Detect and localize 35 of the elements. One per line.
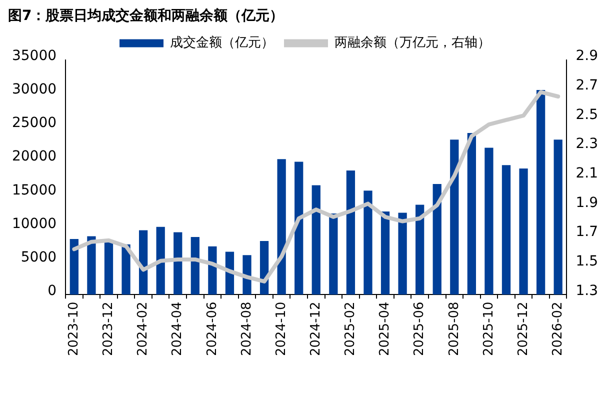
x-tick-label: 2024-02 — [136, 302, 151, 356]
legend-label: 两融余额（万亿元，右轴） — [334, 36, 490, 51]
x-tick-label: 2023-10 — [66, 302, 82, 356]
x-tick-label: 2025-12 — [516, 302, 531, 356]
y2-tick-label: 2.9 — [576, 48, 598, 64]
y-tick-label: 35000 — [12, 48, 57, 64]
x-tick-label: 2024-06 — [204, 302, 220, 356]
y-tick-label: 0 — [48, 282, 57, 299]
y2-tick-label: 2.1 — [576, 165, 598, 182]
x-tick-label: 2024-04 — [170, 302, 186, 356]
y-tick-label: 30000 — [12, 82, 57, 98]
x-tick-label: 2024-10 — [274, 302, 289, 356]
y2-tick-label: 2.5 — [576, 106, 598, 123]
x-tick-label: 2023-12 — [101, 302, 116, 356]
chart-title: 图7：股票日均成交金额和两融余额（亿元） — [8, 7, 284, 24]
x-tick-label: 2025-10 — [481, 302, 496, 356]
x-tick-label: 2025-04 — [378, 302, 393, 356]
y2-tick-label: 2.7 — [576, 77, 598, 94]
y-tick-label: 10000 — [12, 216, 57, 232]
legend-label: 成交金额（亿元） — [170, 34, 274, 51]
y-tick-label: 5000 — [20, 249, 57, 266]
x-tick-label: 2025-02 — [343, 302, 358, 356]
x-tick-label: 2025-06 — [412, 302, 428, 356]
y2-tick-label: 1.7 — [576, 224, 598, 240]
y-tick-label: 15000 — [12, 182, 57, 198]
y2-tick-label: 1.3 — [576, 282, 598, 299]
x-tick-label: 2024-08 — [239, 302, 254, 356]
y2-tick-label: 1.9 — [576, 194, 598, 211]
x-tick-label: 2024-12 — [308, 302, 324, 356]
y-tick-label: 25000 — [12, 115, 57, 132]
x-tick-label: 2026-02 — [550, 302, 566, 356]
y2-tick-label: 1.5 — [576, 254, 598, 270]
x-tick-label: 2025-08 — [446, 302, 462, 356]
y-tick-label: 20000 — [12, 148, 57, 165]
y2-tick-label: 2.3 — [576, 136, 598, 152]
